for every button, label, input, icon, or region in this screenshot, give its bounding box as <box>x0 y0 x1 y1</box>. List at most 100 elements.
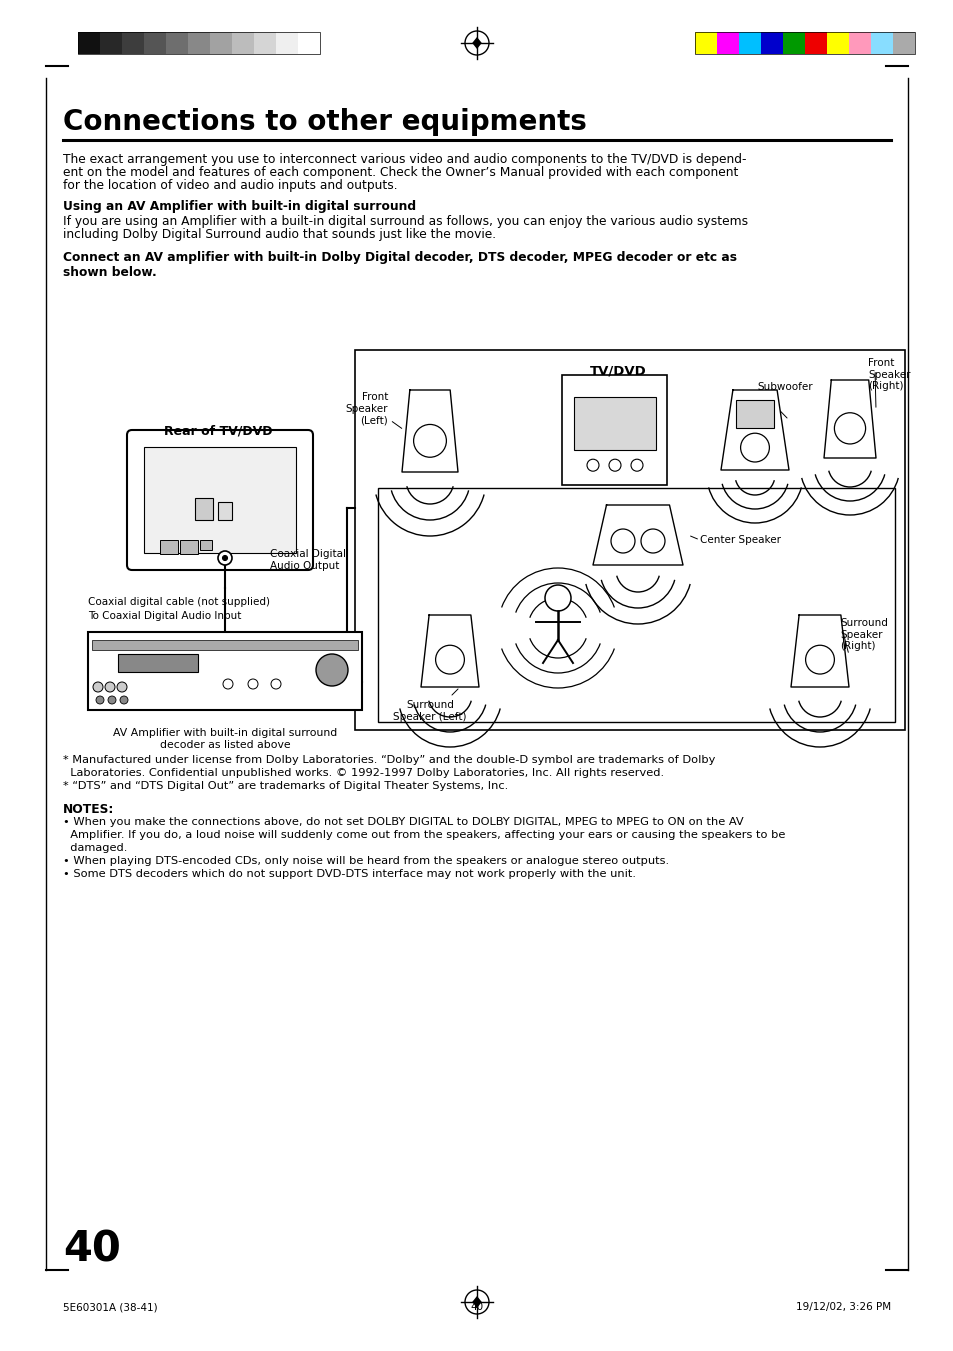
Circle shape <box>117 682 127 692</box>
Text: AV Amplifier with built-in digital surround
decoder as listed above: AV Amplifier with built-in digital surro… <box>112 728 336 750</box>
Text: • When you make the connections above, do not set DOLBY DIGITAL to DOLBY DIGITAL: • When you make the connections above, d… <box>63 817 742 827</box>
Circle shape <box>108 696 116 704</box>
Text: Using an AV Amplifier with built-in digital surround: Using an AV Amplifier with built-in digi… <box>63 200 416 213</box>
Circle shape <box>92 682 103 692</box>
Polygon shape <box>472 1296 481 1308</box>
Circle shape <box>218 551 232 565</box>
Bar <box>717 32 739 54</box>
Text: * “DTS” and “DTS Digital Out” are trademarks of Digital Theater Systems, Inc.: * “DTS” and “DTS Digital Out” are tradem… <box>63 781 508 790</box>
Polygon shape <box>823 380 875 458</box>
Circle shape <box>414 424 446 457</box>
Text: NOTES:: NOTES: <box>63 802 114 816</box>
Bar <box>78 32 100 54</box>
Circle shape <box>608 459 620 471</box>
Circle shape <box>630 459 642 471</box>
Bar <box>253 32 275 54</box>
Text: Coaxial Digital
Audio Output: Coaxial Digital Audio Output <box>270 550 346 571</box>
Bar <box>91 640 357 650</box>
Polygon shape <box>472 36 481 49</box>
Circle shape <box>804 646 834 674</box>
Bar <box>144 32 166 54</box>
Bar <box>848 32 870 54</box>
Text: Front
Speaker
(Right): Front Speaker (Right) <box>867 358 909 392</box>
Text: Connections to other equipments: Connections to other equipments <box>63 108 586 136</box>
Text: • When playing DTS-encoded CDs, only noise will be heard from the speakers or an: • When playing DTS-encoded CDs, only noi… <box>63 857 668 866</box>
Circle shape <box>834 413 864 444</box>
Circle shape <box>436 646 464 674</box>
Text: including Dolby Digital Surround audio that sounds just like the movie.: including Dolby Digital Surround audio t… <box>63 228 496 240</box>
Text: If you are using an Amplifier with a built-in digital surround as follows, you c: If you are using an Amplifier with a bui… <box>63 215 747 228</box>
Text: Surround
Speaker (Left): Surround Speaker (Left) <box>393 700 466 721</box>
Text: Center Speaker: Center Speaker <box>700 535 781 544</box>
Bar <box>78 32 319 54</box>
Circle shape <box>105 682 115 692</box>
Bar <box>760 32 782 54</box>
Text: ent on the model and features of each component. Check the Owner’s Manual provid: ent on the model and features of each co… <box>63 166 738 178</box>
Bar <box>275 32 297 54</box>
Bar <box>166 32 188 54</box>
Bar <box>218 503 232 520</box>
Circle shape <box>248 680 257 689</box>
Text: Coaxial digital cable (not supplied): Coaxial digital cable (not supplied) <box>88 597 270 607</box>
Bar <box>355 350 904 730</box>
Circle shape <box>222 555 227 561</box>
Polygon shape <box>593 505 682 565</box>
Text: for the location of video and audio inputs and outputs.: for the location of video and audio inpu… <box>63 178 397 192</box>
Bar <box>180 540 198 554</box>
Bar <box>118 654 198 671</box>
Bar <box>736 400 773 428</box>
Polygon shape <box>790 615 848 688</box>
FancyBboxPatch shape <box>127 430 313 570</box>
Text: * Manufactured under license from Dolby Laboratories. “Dolby” and the double-D s: * Manufactured under license from Dolby … <box>63 755 715 765</box>
Text: Front
Speaker
(Left): Front Speaker (Left) <box>345 392 388 426</box>
Bar <box>826 32 848 54</box>
Bar <box>122 32 144 54</box>
Text: 19/12/02, 3:26 PM: 19/12/02, 3:26 PM <box>795 1302 890 1312</box>
Circle shape <box>96 696 104 704</box>
Bar <box>210 32 232 54</box>
Text: Subwoofer: Subwoofer <box>757 382 812 392</box>
Text: Rear of TV/DVD: Rear of TV/DVD <box>164 426 272 438</box>
Circle shape <box>271 680 281 689</box>
Bar <box>574 397 656 450</box>
Text: TV/DVD: TV/DVD <box>589 365 646 378</box>
Circle shape <box>223 680 233 689</box>
Bar <box>194 499 213 520</box>
Bar <box>892 32 914 54</box>
Text: 5E60301A (38-41): 5E60301A (38-41) <box>63 1302 157 1312</box>
Text: To Coaxial Digital Audio Input: To Coaxial Digital Audio Input <box>88 611 241 621</box>
Bar <box>804 32 826 54</box>
Bar <box>562 376 667 485</box>
Polygon shape <box>420 615 478 688</box>
Bar <box>782 32 804 54</box>
Text: Connect an AV amplifier with built-in Dolby Digital decoder, DTS decoder, MPEG d: Connect an AV amplifier with built-in Do… <box>63 251 737 263</box>
Bar <box>188 32 210 54</box>
Text: 40: 40 <box>470 1302 483 1312</box>
Bar <box>870 32 892 54</box>
Bar <box>377 488 894 721</box>
Bar <box>695 32 717 54</box>
Bar <box>88 632 361 711</box>
Bar <box>739 32 760 54</box>
Bar <box>232 32 253 54</box>
Circle shape <box>544 585 571 611</box>
Circle shape <box>120 696 128 704</box>
Bar <box>695 32 914 54</box>
Bar <box>100 32 122 54</box>
Bar <box>144 447 295 553</box>
Bar <box>297 32 319 54</box>
Circle shape <box>640 530 664 553</box>
Text: Amplifier. If you do, a loud noise will suddenly come out from the speakers, aff: Amplifier. If you do, a loud noise will … <box>63 830 784 840</box>
Circle shape <box>610 530 635 553</box>
Text: shown below.: shown below. <box>63 266 156 280</box>
Text: The exact arrangement you use to interconnect various video and audio components: The exact arrangement you use to interco… <box>63 153 745 166</box>
Bar <box>200 540 212 550</box>
Polygon shape <box>401 390 457 471</box>
Circle shape <box>586 459 598 471</box>
Polygon shape <box>720 390 788 470</box>
Text: Laboratories. Confidential unpublished works. © 1992-1997 Dolby Laboratories, In: Laboratories. Confidential unpublished w… <box>63 767 663 778</box>
Circle shape <box>315 654 348 686</box>
Text: • Some DTS decoders which do not support DVD-DTS interface may not work properly: • Some DTS decoders which do not support… <box>63 869 636 880</box>
Circle shape <box>740 434 768 462</box>
Text: damaged.: damaged. <box>63 843 128 852</box>
